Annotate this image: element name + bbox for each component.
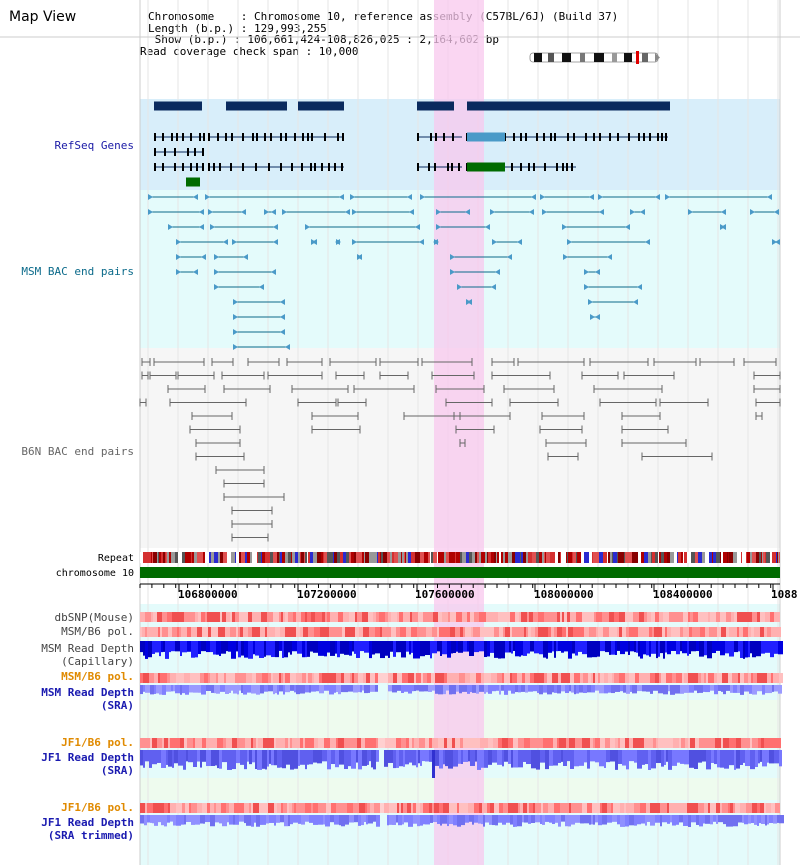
msm-depth-capillary-row (140, 641, 783, 659)
refseq-genes[interactable] (154, 101, 670, 187)
coverage-span-info: Read coverage check span : 10,000 (140, 44, 359, 58)
jf1-depth-label[interactable]: JF1 Read Depth (41, 751, 134, 764)
ruler-tick-label: 106800000 (178, 588, 238, 601)
msm-bac-pairs[interactable] (148, 194, 780, 350)
jf1-depth-trimmed-sublabel: (SRA trimmed) (48, 829, 134, 842)
msm-depth-sra-sublabel: (SRA) (101, 699, 134, 712)
refseq-gene (226, 101, 287, 111)
ideogram-position-marker (636, 51, 639, 64)
refseq-gene-utr (467, 132, 505, 142)
dbsnp-heat-row (140, 612, 780, 622)
refseq-gene (467, 101, 670, 111)
msm-pol-capillary-label[interactable]: MSM/B6 pol. (61, 625, 134, 638)
chromosome-bar[interactable] (140, 567, 780, 578)
jf1-depth-sublabel: (SRA) (101, 764, 134, 777)
selection-highlight[interactable] (434, 0, 484, 865)
jf1-pol-row (140, 738, 781, 748)
jf1-pol-trimmed-row (140, 803, 780, 813)
length-info: Length (b.p.) : 129,993,255 (148, 21, 327, 35)
refseq-gene (417, 101, 454, 111)
jf1-depth-trimmed-row (140, 815, 784, 827)
variation-heat-tracks[interactable] (140, 612, 784, 827)
chromosome-ideogram[interactable] (529, 51, 660, 64)
ruler-tick-label: 107600000 (415, 588, 475, 601)
dbsnp-label[interactable]: dbSNP(Mouse) (55, 611, 134, 624)
ruler-tick-label: 108000000 (534, 588, 594, 601)
jf1-depth-row (140, 750, 782, 770)
msm-pol-sra-row (140, 673, 783, 683)
repeat-track[interactable] (140, 552, 780, 563)
ruler-tick-label: 1088 (771, 588, 798, 601)
b6n-bac-pairs[interactable] (139, 358, 781, 542)
msm-pol-capillary-row (140, 627, 781, 637)
refseq-track-label[interactable]: RefSeq Genes (55, 139, 134, 152)
assembly-info: Chromosome : Chromosome 10, reference as… (140, 11, 618, 57)
ruler-tick-label: 107200000 (297, 588, 357, 601)
jf1-pol-trimmed-label[interactable]: JF1/B6 pol. (61, 801, 134, 814)
msm-depth-sra-row (140, 685, 782, 695)
repeat-track-label[interactable]: Repeat (98, 553, 134, 564)
msm-depth-capillary-label[interactable]: MSM Read Depth (41, 642, 134, 655)
b6n-bac-track-label[interactable]: B6N BAC end pairs (21, 445, 134, 458)
msm-bac-track-label[interactable]: MSM BAC end pairs (21, 265, 134, 278)
jf1-pol-label[interactable]: JF1/B6 pol. (61, 736, 134, 749)
page-title: Map View (9, 9, 77, 25)
refseq-gene (154, 101, 202, 111)
refseq-gene (298, 101, 344, 111)
refseq-gene-utr (467, 162, 505, 172)
msm-pol-sra-label[interactable]: MSM/B6 pol. (61, 670, 134, 683)
chromosome-track-label[interactable]: chromosome 10 (56, 568, 134, 579)
ruler-tick-label: 108400000 (653, 588, 713, 601)
coordinate-ruler: 106800000 107200000 107600000 108000000 … (139, 583, 798, 601)
jf1-depth-trimmed-label[interactable]: JF1 Read Depth (41, 816, 134, 829)
refseq-gene-utr (186, 177, 200, 187)
msm-depth-capillary-sublabel: (Capillary) (61, 655, 134, 668)
msm-depth-sra-label[interactable]: MSM Read Depth (41, 686, 134, 699)
